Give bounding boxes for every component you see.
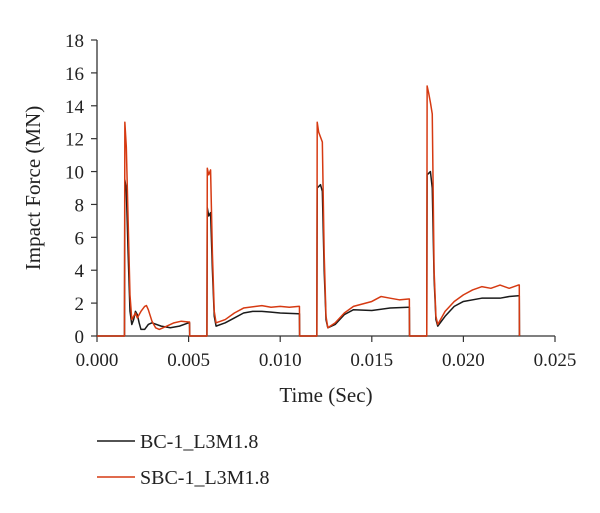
x-tick-label: 0.020 [442,350,485,371]
ticks: 0.000 0.005 0.010 0.015 0.020 0.025 0 2 4 6 8 10 12 1… [65,31,576,371]
axes [96,40,555,337]
y-tick-label: 16 [65,64,84,85]
series-line-sbc-1 [97,85,521,337]
y-tick-label: 0 [75,327,85,348]
y-tick-label: 14 [65,97,85,118]
y-tick-label: 6 [75,228,85,249]
x-tick-label: 0.015 [350,350,393,371]
y-tick-label: 4 [75,261,85,282]
x-tick-label: 0.010 [259,350,302,371]
y-tick-label: 2 [75,294,85,315]
legend-label: BC-1_L3M1.8 [140,431,258,453]
y-tick-label: 10 [65,163,84,184]
x-tick-label: 0.000 [76,350,119,371]
x-tick-label: 0.025 [534,350,577,371]
legend-label: SBC-1_L3M1.8 [140,467,269,489]
x-tick-label: 0.005 [167,350,210,371]
series-line-bc-1 [97,170,521,337]
x-axis-title: Time (Sec) [279,383,372,407]
y-tick-label: 8 [75,195,85,216]
y-tick-label: 18 [65,31,84,52]
series-lines [97,85,521,337]
y-axis-title: Impact Force (MN) [21,106,45,270]
legend: BC-1_L3M1.8 SBC-1_L3M1.8 [97,431,269,489]
y-tick-label: 12 [65,130,84,151]
